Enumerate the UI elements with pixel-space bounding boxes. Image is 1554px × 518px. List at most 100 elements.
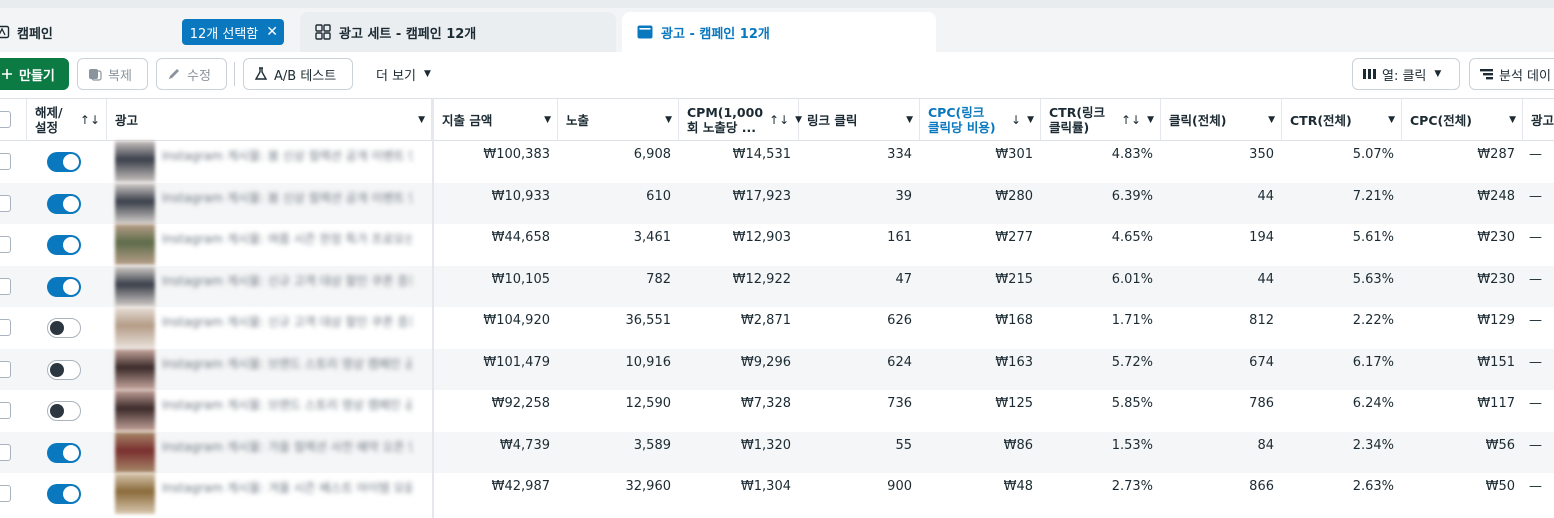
header-spend[interactable]: 지출 금액 ▼ <box>434 99 558 141</box>
ad-thumbnail[interactable] <box>115 141 155 182</box>
chevron-down-icon[interactable]: ▼ <box>1147 114 1154 125</box>
cell-link-clicks: 55 <box>895 437 912 453</box>
more-button-label: 더 보기 <box>376 68 417 84</box>
table-row[interactable]: Instagram 게시물: 브랜드 스토리 영상 캠페인 공개... ₩92,2… <box>0 390 1554 432</box>
ad-status-toggle[interactable] <box>47 484 81 504</box>
tab-campaign-label: 캠페인 <box>17 26 53 42</box>
ad-thumbnail[interactable] <box>115 182 155 224</box>
ad-thumbnail[interactable] <box>115 473 155 514</box>
ad-name[interactable]: Instagram 게시물: 브랜드 스토리 영상 캠페인 공개... <box>162 398 412 412</box>
row-checkbox[interactable] <box>0 402 11 419</box>
cell-ctr-link: 5.85% <box>1111 396 1153 411</box>
ad-status-toggle[interactable] <box>47 359 81 380</box>
header-link-clicks[interactable]: 링크 클릭 ▼ <box>799 99 920 141</box>
table-row[interactable]: Instagram 게시물: 가을 컬렉션 사전 예약 오픈 안내... ₩4,7… <box>0 431 1554 473</box>
sort-icon[interactable]: ↑↓ <box>79 112 100 127</box>
chevron-down-icon[interactable]: ▼ <box>1509 114 1516 125</box>
breakdown-button[interactable]: 분석 데이 <box>1469 58 1554 90</box>
duplicate-button[interactable]: 복제 <box>77 58 148 90</box>
table-row[interactable]: Instagram 게시물: 브랜드 스토리 영상 캠페인 공개... ₩101,… <box>0 348 1554 390</box>
ad-thumbnail[interactable] <box>115 307 155 348</box>
tab-ad[interactable]: 광고 - 캠페인 12개 <box>622 12 936 52</box>
table-row[interactable]: Instagram 게시물: 봄 신상 컬렉션 공개 이벤트 안내... ₩100… <box>0 141 1554 183</box>
edit-button[interactable]: 수정 <box>156 58 227 90</box>
table-row[interactable]: Instagram 게시물: 겨울 시즌 베스트 아이템 모음전... ₩42,9… <box>0 473 1554 515</box>
table-row[interactable]: Instagram 게시물: 신규 고객 대상 할인 쿠폰 증정 안내... ₩1… <box>0 265 1554 307</box>
ad-thumbnail[interactable] <box>115 348 155 390</box>
close-icon[interactable]: ✕ <box>266 24 278 40</box>
chevron-down-icon[interactable]: ▼ <box>795 114 803 125</box>
row-checkbox[interactable] <box>0 485 11 502</box>
selected-badge[interactable]: 12개 선택함 ✕ <box>181 19 284 45</box>
ad-status-toggle[interactable] <box>47 152 81 172</box>
chevron-down-icon[interactable]: ▼ <box>1268 114 1275 125</box>
chevron-down-icon[interactable]: ▼ <box>544 114 551 125</box>
table-row[interactable]: Instagram 게시물: 봄 신상 컬렉션 공개 이벤트 안내... ₩10,… <box>0 182 1554 224</box>
cell-spend: ₩101,479 <box>483 354 550 370</box>
chevron-down-icon[interactable]: ▼ <box>906 114 913 125</box>
ad-status-toggle[interactable] <box>47 442 81 463</box>
ad-name[interactable]: Instagram 게시물: 봄 신상 컬렉션 공개 이벤트 안내... <box>162 149 412 163</box>
row-checkbox[interactable] <box>0 360 11 378</box>
cell-link-clicks: 161 <box>887 230 912 245</box>
tab-adset[interactable]: 광고 세트 - 캠페인 12개 <box>300 12 616 52</box>
sort-desc-icon[interactable]: ↓ <box>1011 112 1022 127</box>
header-cpc-link[interactable]: CPC(링크 클릭당 비용) ↓ ▼ <box>920 99 1041 141</box>
cell-cpc-link: ₩163 <box>995 354 1033 370</box>
cell-ad-extra: — <box>1529 437 1542 453</box>
more-button[interactable]: 더 보기 ▼ <box>366 58 446 90</box>
row-checkbox[interactable] <box>0 319 11 336</box>
cell-cpc-link: ₩168 <box>995 313 1033 328</box>
ad-thumbnail[interactable] <box>115 390 155 431</box>
table-header: 해제/ 설정 ↑↓ 광고 ▼ 지출 금액 ▼ 노출 ▼ CPM(1,000 회 … <box>0 98 1554 141</box>
header-clicks-all[interactable]: 클릭(전체) ▼ <box>1161 99 1282 141</box>
table-row[interactable]: Instagram 게시물: 신규 고객 대상 할인 쿠폰 증정 안내... ₩1… <box>0 307 1554 349</box>
pencil-icon <box>167 67 181 81</box>
chevron-down-icon[interactable]: ▼ <box>418 114 425 125</box>
columns-button[interactable]: 열: 클릭 ▼ <box>1352 58 1460 90</box>
cell-ad-extra: — <box>1529 396 1542 411</box>
chevron-down-icon[interactable]: ▼ <box>665 114 672 125</box>
row-checkbox[interactable] <box>0 236 11 253</box>
ad-status-toggle[interactable] <box>47 318 81 338</box>
header-ad-extra[interactable]: 광고 <box>1523 99 1554 141</box>
cell-ctr-link: 4.83% <box>1111 147 1153 162</box>
ad-status-toggle[interactable] <box>47 401 81 421</box>
toggle-knob <box>50 404 64 418</box>
create-button[interactable]: 만들기 <box>0 58 69 90</box>
ad-name[interactable]: Instagram 게시물: 여름 시즌 한정 특가 프로모션 진행... <box>162 232 412 246</box>
ad-status-toggle[interactable] <box>47 276 81 297</box>
select-all-checkbox[interactable] <box>0 111 11 128</box>
header-impressions[interactable]: 노출 ▼ <box>558 99 679 141</box>
ad-name[interactable]: Instagram 게시물: 신규 고객 대상 할인 쿠폰 증정 안내... <box>162 273 412 288</box>
ad-thumbnail[interactable] <box>115 431 155 473</box>
ab-test-button[interactable]: A/B 테스트 <box>243 58 353 90</box>
row-checkbox[interactable] <box>0 153 11 170</box>
ad-name[interactable]: Instagram 게시물: 겨울 시즌 베스트 아이템 모음전... <box>162 481 412 495</box>
ad-status-toggle[interactable] <box>47 193 81 214</box>
header-cpc-all[interactable]: CPC(전체) ▼ <box>1402 99 1523 141</box>
ad-status-toggle[interactable] <box>47 235 81 255</box>
header-ctr-link[interactable]: CTR(링크 클릭률) ↑↓ ▼ <box>1041 99 1161 141</box>
ad-name[interactable]: Instagram 게시물: 브랜드 스토리 영상 캠페인 공개... <box>162 356 412 371</box>
ad-thumbnail[interactable] <box>115 224 155 265</box>
ad-name[interactable]: Instagram 게시물: 봄 신상 컬렉션 공개 이벤트 안내... <box>162 190 412 205</box>
row-checkbox[interactable] <box>0 443 11 461</box>
ad-name[interactable]: Instagram 게시물: 가을 컬렉션 사전 예약 오픈 안내... <box>162 439 412 454</box>
row-checkbox[interactable] <box>0 194 11 212</box>
row-checkbox[interactable] <box>0 277 11 295</box>
header-ctr-all[interactable]: CTR(전체) ▼ <box>1282 99 1402 141</box>
chevron-down-icon[interactable]: ▼ <box>1027 114 1034 125</box>
table-row[interactable]: Instagram 게시물: 여름 시즌 한정 특가 프로모션 진행... ₩44… <box>0 224 1554 266</box>
header-toggle[interactable]: 해제/ 설정 ↑↓ <box>27 99 107 141</box>
cell-cpc-all: ₩230 <box>1477 230 1515 245</box>
ad-thumbnail[interactable] <box>115 265 155 307</box>
sort-icon[interactable]: ↑↓ <box>769 112 790 127</box>
header-cpm[interactable]: CPM(1,000 회 노출당 ... ↑↓ ▼ <box>679 99 803 141</box>
header-ad[interactable]: 광고 ▼ <box>107 99 432 141</box>
sort-icon[interactable]: ↑↓ <box>1120 112 1142 127</box>
tab-campaign[interactable]: 캠페인 12개 선택함 ✕ <box>0 12 290 52</box>
cell-cpc-link: ₩215 <box>995 271 1033 287</box>
ad-name[interactable]: Instagram 게시물: 신규 고객 대상 할인 쿠폰 증정 안내... <box>162 315 412 329</box>
chevron-down-icon[interactable]: ▼ <box>1388 114 1395 125</box>
